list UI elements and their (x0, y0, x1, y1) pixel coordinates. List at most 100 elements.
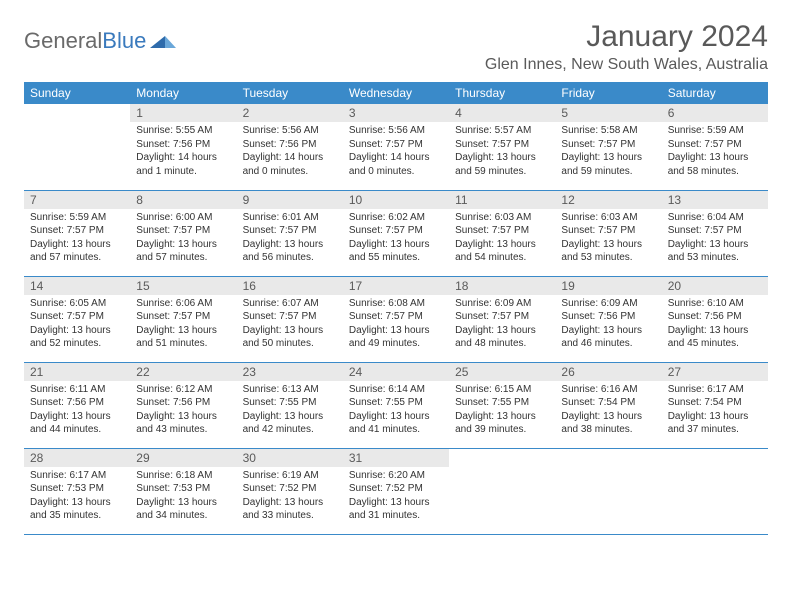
sunset-line: Sunset: 7:57 PM (349, 224, 443, 238)
sunset-line: Sunset: 7:53 PM (136, 482, 230, 496)
week-row: 28Sunrise: 6:17 AMSunset: 7:53 PMDayligh… (24, 448, 768, 534)
day-cell: 9Sunrise: 6:01 AMSunset: 7:57 PMDaylight… (237, 190, 343, 276)
sunset-line: Sunset: 7:56 PM (243, 138, 337, 152)
dl2-line: and 52 minutes. (30, 337, 124, 351)
dl2-line: and 50 minutes. (243, 337, 337, 351)
dl2-line: and 1 minute. (136, 165, 230, 179)
dl1-line: Daylight: 13 hours (136, 496, 230, 510)
sunrise-line: Sunrise: 6:11 AM (30, 383, 124, 397)
day-cell: 26Sunrise: 6:16 AMSunset: 7:54 PMDayligh… (555, 362, 661, 448)
day-cell: 22Sunrise: 6:12 AMSunset: 7:56 PMDayligh… (130, 362, 236, 448)
dl1-line: Daylight: 13 hours (349, 410, 443, 424)
dl2-line: and 57 minutes. (30, 251, 124, 265)
dl2-line: and 0 minutes. (243, 165, 337, 179)
sunrise-line: Sunrise: 6:10 AM (668, 297, 762, 311)
day-number: 21 (24, 363, 130, 381)
week-row: 14Sunrise: 6:05 AMSunset: 7:57 PMDayligh… (24, 276, 768, 362)
sunset-line: Sunset: 7:52 PM (243, 482, 337, 496)
title-block: January 2024 Glen Innes, New South Wales… (485, 20, 768, 74)
day-content: Sunrise: 6:03 AMSunset: 7:57 PMDaylight:… (449, 209, 555, 269)
dl1-line: Daylight: 13 hours (455, 410, 549, 424)
day-cell: 25Sunrise: 6:15 AMSunset: 7:55 PMDayligh… (449, 362, 555, 448)
sunrise-line: Sunrise: 6:08 AM (349, 297, 443, 311)
sunset-line: Sunset: 7:57 PM (243, 224, 337, 238)
dl2-line: and 31 minutes. (349, 509, 443, 523)
sunrise-line: Sunrise: 6:03 AM (561, 211, 655, 225)
day-content: Sunrise: 6:07 AMSunset: 7:57 PMDaylight:… (237, 295, 343, 355)
logo-mark-icon (150, 28, 176, 54)
dl2-line: and 54 minutes. (455, 251, 549, 265)
sunrise-line: Sunrise: 6:14 AM (349, 383, 443, 397)
sunset-line: Sunset: 7:55 PM (243, 396, 337, 410)
dl2-line: and 38 minutes. (561, 423, 655, 437)
dl1-line: Daylight: 13 hours (243, 496, 337, 510)
col-wednesday: Wednesday (343, 82, 449, 104)
sunrise-line: Sunrise: 6:03 AM (455, 211, 549, 225)
dl1-line: Daylight: 14 hours (136, 151, 230, 165)
dl1-line: Daylight: 13 hours (561, 324, 655, 338)
col-thursday: Thursday (449, 82, 555, 104)
day-number: 17 (343, 277, 449, 295)
day-content: Sunrise: 6:06 AMSunset: 7:57 PMDaylight:… (130, 295, 236, 355)
sunset-line: Sunset: 7:57 PM (30, 224, 124, 238)
sunset-line: Sunset: 7:56 PM (136, 138, 230, 152)
day-cell: 14Sunrise: 6:05 AMSunset: 7:57 PMDayligh… (24, 276, 130, 362)
sunset-line: Sunset: 7:57 PM (455, 310, 549, 324)
day-content: Sunrise: 6:02 AMSunset: 7:57 PMDaylight:… (343, 209, 449, 269)
dl1-line: Daylight: 13 hours (561, 410, 655, 424)
dl2-line: and 53 minutes. (561, 251, 655, 265)
sunset-line: Sunset: 7:57 PM (455, 224, 549, 238)
day-cell (449, 448, 555, 534)
day-content: Sunrise: 5:59 AMSunset: 7:57 PMDaylight:… (24, 209, 130, 269)
day-cell: 5Sunrise: 5:58 AMSunset: 7:57 PMDaylight… (555, 104, 661, 190)
day-content: Sunrise: 6:01 AMSunset: 7:57 PMDaylight:… (237, 209, 343, 269)
sunrise-line: Sunrise: 6:16 AM (561, 383, 655, 397)
day-cell (555, 448, 661, 534)
logo-word2: Blue (102, 28, 146, 54)
sunrise-line: Sunrise: 6:09 AM (455, 297, 549, 311)
day-content: Sunrise: 6:19 AMSunset: 7:52 PMDaylight:… (237, 467, 343, 527)
day-number: 19 (555, 277, 661, 295)
day-number: 27 (662, 363, 768, 381)
sunrise-line: Sunrise: 5:58 AM (561, 124, 655, 138)
day-content: Sunrise: 6:04 AMSunset: 7:57 PMDaylight:… (662, 209, 768, 269)
dl2-line: and 34 minutes. (136, 509, 230, 523)
dl2-line: and 35 minutes. (30, 509, 124, 523)
calendar-body: 1Sunrise: 5:55 AMSunset: 7:56 PMDaylight… (24, 104, 768, 534)
day-content: Sunrise: 6:16 AMSunset: 7:54 PMDaylight:… (555, 381, 661, 441)
logo: GeneralBlue (24, 28, 176, 54)
sunrise-line: Sunrise: 5:59 AM (30, 211, 124, 225)
sunrise-line: Sunrise: 6:17 AM (668, 383, 762, 397)
day-number: 18 (449, 277, 555, 295)
day-cell: 13Sunrise: 6:04 AMSunset: 7:57 PMDayligh… (662, 190, 768, 276)
day-cell: 27Sunrise: 6:17 AMSunset: 7:54 PMDayligh… (662, 362, 768, 448)
dl2-line: and 56 minutes. (243, 251, 337, 265)
sunset-line: Sunset: 7:56 PM (136, 396, 230, 410)
sunrise-line: Sunrise: 6:04 AM (668, 211, 762, 225)
sunrise-line: Sunrise: 6:09 AM (561, 297, 655, 311)
day-cell: 17Sunrise: 6:08 AMSunset: 7:57 PMDayligh… (343, 276, 449, 362)
sunset-line: Sunset: 7:54 PM (561, 396, 655, 410)
sunrise-line: Sunrise: 5:56 AM (349, 124, 443, 138)
dl1-line: Daylight: 13 hours (30, 496, 124, 510)
sunrise-line: Sunrise: 6:20 AM (349, 469, 443, 483)
day-content: Sunrise: 6:15 AMSunset: 7:55 PMDaylight:… (449, 381, 555, 441)
day-cell: 11Sunrise: 6:03 AMSunset: 7:57 PMDayligh… (449, 190, 555, 276)
logo-word1: General (24, 28, 102, 54)
sunset-line: Sunset: 7:57 PM (136, 310, 230, 324)
day-cell: 18Sunrise: 6:09 AMSunset: 7:57 PMDayligh… (449, 276, 555, 362)
week-row: 1Sunrise: 5:55 AMSunset: 7:56 PMDaylight… (24, 104, 768, 190)
day-cell: 20Sunrise: 6:10 AMSunset: 7:56 PMDayligh… (662, 276, 768, 362)
sunset-line: Sunset: 7:57 PM (349, 138, 443, 152)
day-number: 10 (343, 191, 449, 209)
day-number: 6 (662, 104, 768, 122)
day-header-row: Sunday Monday Tuesday Wednesday Thursday… (24, 82, 768, 104)
day-number: 8 (130, 191, 236, 209)
day-content: Sunrise: 6:14 AMSunset: 7:55 PMDaylight:… (343, 381, 449, 441)
dl2-line: and 37 minutes. (668, 423, 762, 437)
day-cell: 29Sunrise: 6:18 AMSunset: 7:53 PMDayligh… (130, 448, 236, 534)
day-content: Sunrise: 5:59 AMSunset: 7:57 PMDaylight:… (662, 122, 768, 182)
day-number: 12 (555, 191, 661, 209)
day-number: 15 (130, 277, 236, 295)
dl1-line: Daylight: 13 hours (136, 238, 230, 252)
